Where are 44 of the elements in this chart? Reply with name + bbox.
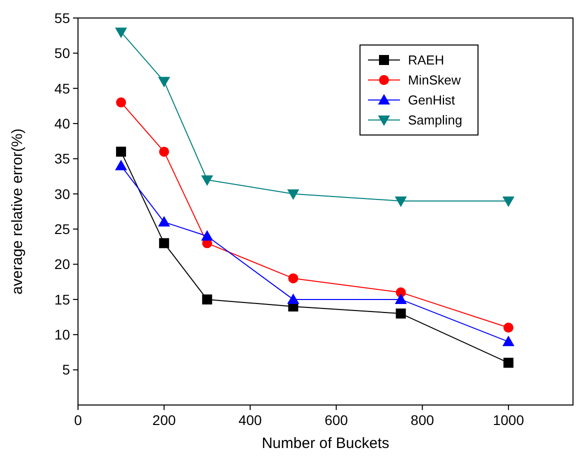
y-tick-label: 40 — [54, 115, 70, 132]
y-tick-label: 15 — [54, 291, 70, 308]
y-axis-title: average relative error(%) — [9, 128, 26, 294]
point — [503, 322, 514, 333]
point — [201, 230, 214, 241]
y-tick-label: 55 — [54, 10, 70, 26]
x-tick-label: 1000 — [492, 412, 524, 428]
x-tick-label: 400 — [238, 412, 262, 428]
y-tick-label: 20 — [54, 256, 70, 272]
y-tick-label: 50 — [54, 45, 70, 62]
x-axis-title: Number of Buckets — [262, 435, 390, 452]
legend-label: RAEH — [408, 52, 444, 68]
point — [158, 76, 170, 88]
point — [287, 293, 300, 304]
point — [394, 196, 407, 207]
point — [502, 196, 514, 207]
y-tick-label: 35 — [54, 150, 70, 167]
point — [116, 97, 126, 108]
point — [202, 294, 212, 304]
y-tick-label: 5 — [62, 362, 70, 378]
point — [396, 308, 406, 319]
legend-label: GenHist — [408, 92, 456, 108]
point — [115, 28, 128, 38]
point — [288, 273, 298, 284]
legend-label: MinSkew — [408, 72, 462, 88]
x-tick-label: 800 — [410, 412, 434, 428]
point — [287, 189, 300, 200]
point — [115, 160, 128, 170]
point — [159, 146, 170, 157]
point — [503, 358, 514, 368]
x-tick-label: 600 — [324, 412, 348, 428]
point — [394, 293, 407, 304]
point — [201, 175, 214, 186]
point — [502, 336, 514, 346]
y-tick-label: 45 — [54, 80, 70, 96]
y-tick-label: 10 — [54, 326, 70, 343]
y-tick-label: 25 — [54, 220, 70, 237]
point — [116, 146, 126, 157]
point — [158, 216, 170, 227]
x-tick-label: 200 — [152, 412, 176, 428]
y-tick-label: 30 — [54, 186, 70, 202]
point — [159, 238, 170, 248]
x-tick-label: 0 — [74, 412, 82, 428]
legend-label: Sampling — [408, 112, 462, 128]
